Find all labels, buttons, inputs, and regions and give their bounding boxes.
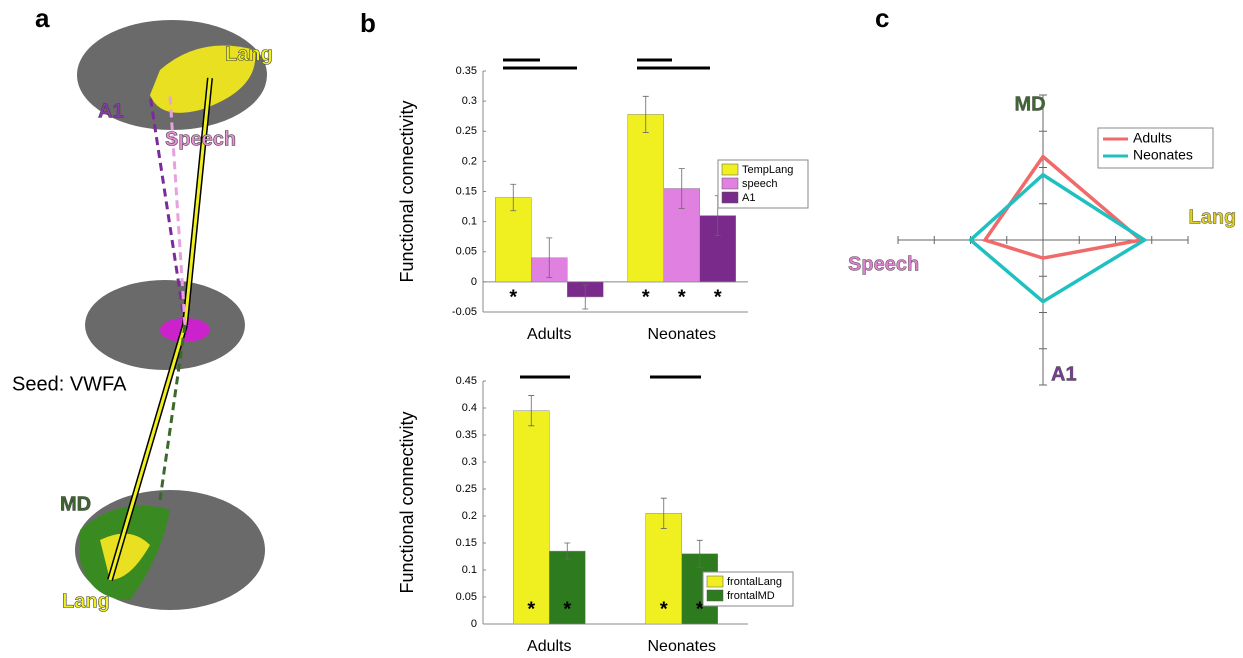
error-bar xyxy=(564,542,571,560)
y-tick-label: 0.1 xyxy=(462,564,477,576)
legend-label: Adults xyxy=(1133,130,1172,146)
y-tick-label: 0.3 xyxy=(462,456,477,468)
legend-swatch xyxy=(706,575,724,588)
legend-label: frontalMD xyxy=(727,590,775,602)
error-bar xyxy=(528,395,535,427)
bar xyxy=(549,550,586,625)
bar xyxy=(513,410,550,625)
significance-marker: * xyxy=(660,598,668,620)
brain-label: Speech xyxy=(165,128,236,150)
bar xyxy=(645,513,682,625)
legend-label: speech xyxy=(742,178,777,190)
error-bar xyxy=(678,168,685,209)
y-tick-label: 0 xyxy=(471,618,477,630)
brain-label: MD xyxy=(60,493,91,515)
panel-label: a xyxy=(35,3,50,33)
bar xyxy=(495,197,532,283)
y-tick-label: 0.05 xyxy=(456,591,477,603)
y-tick-label: 0 xyxy=(471,276,477,288)
legend-swatch xyxy=(721,191,739,204)
x-tick-label: Neonates xyxy=(648,638,717,653)
bar xyxy=(627,114,664,283)
significance-marker: * xyxy=(642,286,650,308)
panel-label: b xyxy=(360,8,376,38)
significance-marker: * xyxy=(527,598,535,620)
error-bar xyxy=(642,95,649,133)
radar-series xyxy=(982,154,1145,260)
error-bar xyxy=(660,497,667,529)
brain-illustration xyxy=(75,20,267,610)
legend-swatch xyxy=(721,177,739,190)
y-tick-label: 0.2 xyxy=(462,510,477,522)
axis-label: A1 xyxy=(1051,363,1077,385)
x-tick-label: Adults xyxy=(527,326,571,343)
axis-label: Lang xyxy=(1189,206,1237,228)
y-tick-label: 0.15 xyxy=(456,185,477,197)
y-tick-label: 0.45 xyxy=(456,375,477,387)
legend-label: Neonates xyxy=(1133,147,1193,163)
brain-label: Lang xyxy=(225,43,273,65)
y-tick-label: 0.35 xyxy=(456,65,477,77)
panel-label: c xyxy=(875,3,889,33)
y-tick-label: 0.35 xyxy=(456,429,477,441)
error-bar xyxy=(510,183,517,212)
y-tick-label: 0.1 xyxy=(462,216,477,228)
axis-label: Speech xyxy=(848,253,919,275)
y-tick-label: 0.4 xyxy=(462,402,477,414)
y-tick-label: -0.05 xyxy=(452,306,477,318)
y-tick-label: 0.2 xyxy=(462,155,477,167)
significance-marker: * xyxy=(509,286,517,308)
significance-marker: * xyxy=(714,286,722,308)
axis-label: MD xyxy=(1014,93,1045,115)
error-bar xyxy=(546,237,553,279)
significance-marker: * xyxy=(563,598,571,620)
legend-swatch xyxy=(721,163,739,176)
legend-label: frontalLang xyxy=(727,576,782,588)
y-tick-label: 0.05 xyxy=(456,246,477,258)
brain-label: Lang xyxy=(62,590,110,612)
y-axis-label: Functional connectivity xyxy=(397,411,417,593)
y-axis-label: Functional connectivity xyxy=(397,100,417,282)
brain-label: A1 xyxy=(98,100,124,122)
x-tick-label: Neonates xyxy=(648,326,717,343)
x-tick-label: Adults xyxy=(527,638,571,653)
y-tick-label: 0.25 xyxy=(456,125,477,137)
legend-swatch xyxy=(706,589,724,602)
seed-label: Seed: VWFA xyxy=(12,373,127,395)
y-tick-label: 0.15 xyxy=(456,537,477,549)
error-bar xyxy=(696,539,703,568)
y-tick-label: 0.3 xyxy=(462,95,477,107)
y-tick-label: 0.25 xyxy=(456,483,477,495)
radar-series xyxy=(967,172,1148,304)
legend-label: TempLang xyxy=(742,164,793,176)
legend-label: A1 xyxy=(742,192,755,204)
error-bar xyxy=(582,284,589,310)
legend-box xyxy=(1097,127,1214,169)
significance-marker: * xyxy=(678,286,686,308)
significance-marker: * xyxy=(696,598,704,620)
